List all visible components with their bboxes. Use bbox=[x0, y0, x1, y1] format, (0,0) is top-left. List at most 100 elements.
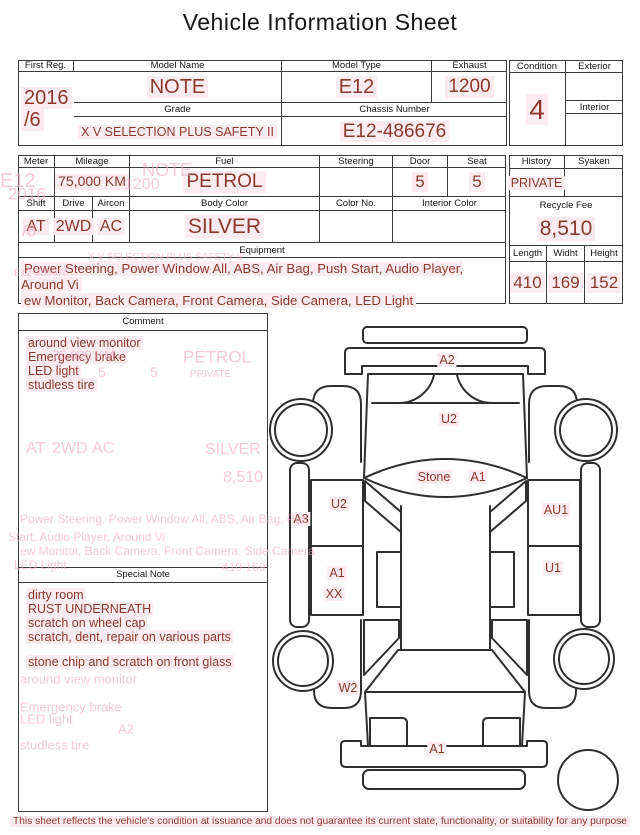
front-bumper bbox=[344, 347, 546, 375]
body-color-header: Body Color bbox=[130, 197, 320, 211]
vehicle-info-table bbox=[18, 60, 507, 146]
equipment-line: Power Steering, Power Window All, ABS, A… bbox=[21, 261, 464, 292]
length-header: Length bbox=[509, 246, 547, 262]
c-pillar-right bbox=[491, 619, 528, 676]
exhaust-value: 1200 bbox=[432, 72, 507, 103]
wheel-rear-left bbox=[272, 630, 334, 692]
rear-glass bbox=[364, 649, 526, 693]
body-color-value: SILVER bbox=[130, 211, 320, 243]
comment-line: Emergency brake bbox=[26, 350, 128, 364]
comment-line: LED light bbox=[26, 364, 81, 378]
trunk bbox=[364, 691, 526, 747]
interior-color-value bbox=[393, 211, 506, 243]
mileage-value: 75,000 KM bbox=[55, 168, 130, 197]
grade-value: X V SELECTION PLUS SAFETY II bbox=[74, 117, 282, 146]
model-type-header: Model Type bbox=[282, 60, 432, 72]
diagram-label: A2 bbox=[437, 353, 457, 367]
footer-note: This sheet reflects the vehicle's condit… bbox=[0, 816, 640, 827]
mileage-header: Mileage bbox=[55, 155, 130, 168]
seat-header: Seat bbox=[448, 155, 506, 168]
front-fender-right bbox=[528, 385, 578, 463]
diagram-label: Stone bbox=[415, 470, 453, 484]
doors-right bbox=[527, 479, 581, 616]
fuel-header: Fuel bbox=[130, 155, 320, 168]
exterior-value bbox=[566, 73, 623, 101]
diagram-label: W2 bbox=[336, 681, 360, 695]
model-name-value: NOTE bbox=[74, 72, 282, 103]
diagram-label: XX bbox=[323, 587, 345, 601]
meter-value bbox=[18, 168, 55, 197]
model-type-value: E12 bbox=[282, 72, 432, 103]
height-value: 152 bbox=[585, 262, 623, 304]
chassis-number-header: Chassis Number bbox=[282, 103, 507, 117]
steering-value bbox=[320, 168, 393, 197]
syaken-value bbox=[565, 169, 623, 197]
exhaust-header: Exhaust bbox=[432, 60, 507, 72]
condition-value: 4 bbox=[509, 73, 566, 146]
b-pillar-right bbox=[489, 551, 515, 608]
color-no-header: Color No. bbox=[320, 197, 393, 211]
color-no-value bbox=[320, 211, 393, 243]
history-panel bbox=[509, 155, 623, 304]
diagram-label: A1 bbox=[327, 566, 347, 580]
taillight-right bbox=[482, 717, 521, 747]
first-reg-month: /6 bbox=[21, 109, 44, 132]
syaken-header: Syaken bbox=[565, 155, 623, 169]
diagram-label: U1 bbox=[543, 561, 563, 575]
steering-header: Steering bbox=[320, 155, 393, 168]
drive-header: Drive bbox=[55, 197, 93, 211]
condition-header: Condition bbox=[509, 60, 566, 73]
equipment-header: Equipment bbox=[18, 243, 506, 258]
aircon-value: AC bbox=[93, 211, 130, 243]
meter-header: Meter bbox=[18, 155, 55, 168]
sill-left bbox=[289, 462, 310, 628]
diagram-label: AU1 bbox=[541, 503, 571, 517]
first-reg-value: 2016 /6 bbox=[18, 72, 74, 146]
exterior-header: Exterior bbox=[566, 60, 623, 73]
front-fender-left bbox=[312, 385, 362, 463]
sill-right bbox=[580, 462, 601, 628]
drive-value: 2WD bbox=[52, 211, 95, 243]
wheel-front-left bbox=[269, 398, 333, 462]
interior-value bbox=[566, 114, 623, 146]
history-value: PRIVATE bbox=[507, 169, 566, 197]
special-note-line: scratch, dent, repair on various parts bbox=[26, 630, 233, 644]
special-note-header: Special Note bbox=[18, 567, 268, 583]
special-note-line: stone chip and scratch on front glass bbox=[26, 655, 234, 669]
a-pillar-right bbox=[489, 480, 527, 533]
condition-panel bbox=[509, 60, 623, 146]
rear-fender-left bbox=[313, 619, 362, 709]
first-reg-year: 2016 bbox=[21, 86, 72, 109]
b-pillar-left bbox=[376, 551, 402, 608]
shift-header: Shift bbox=[18, 197, 55, 211]
a-pillar-left bbox=[364, 480, 402, 533]
equipment-line: ew Monitor, Back Camera, Front Camera, S… bbox=[21, 292, 417, 308]
c-pillar-left bbox=[363, 619, 400, 676]
aircon-header: Aircon bbox=[93, 197, 130, 211]
diagram-label: U2 bbox=[439, 412, 459, 426]
comment-line: around view monitor bbox=[26, 336, 143, 350]
width-header: Widht bbox=[547, 246, 585, 262]
comment-line: studless tire bbox=[26, 378, 97, 392]
door-value: 5 bbox=[393, 168, 448, 197]
windshield bbox=[363, 458, 528, 498]
recycle-fee-value: 8,510 bbox=[509, 213, 623, 246]
door-header: Door bbox=[393, 155, 448, 168]
width-value: 169 bbox=[547, 262, 585, 304]
doors-left bbox=[310, 479, 364, 616]
special-note-line: scratch on wheel cap bbox=[26, 616, 148, 630]
rear-fender-right bbox=[528, 619, 577, 709]
hood-panel bbox=[363, 373, 528, 479]
diagram-label: A1 bbox=[468, 470, 488, 484]
wheel-front-right bbox=[554, 398, 618, 462]
cowl-arcs bbox=[397, 374, 494, 405]
page-title: Vehicle Information Sheet bbox=[182, 9, 458, 35]
seat-value: 5 bbox=[448, 168, 506, 197]
recycle-fee-header: Recycle Fee bbox=[539, 199, 593, 211]
model-name-header: Model Name bbox=[74, 60, 282, 72]
diagram-label: U2 bbox=[329, 497, 349, 511]
shift-value: AT bbox=[18, 211, 55, 243]
diagram-label: A1 bbox=[427, 742, 447, 756]
rear-bumper bbox=[340, 740, 548, 768]
